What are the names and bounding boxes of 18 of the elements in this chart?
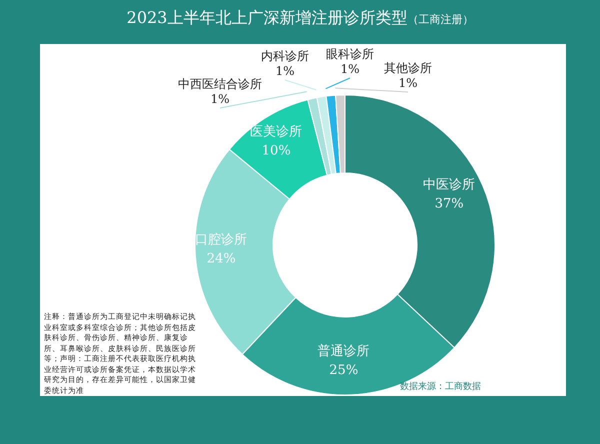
data-label: 1% — [275, 64, 295, 78]
slice-label: 口腔诊所 — [195, 232, 248, 248]
slice-label: 其他诊所 — [384, 61, 432, 75]
chart-subtitle: （工商注册） — [407, 13, 474, 26]
slice-label: 眼科诊所 — [326, 47, 374, 61]
data-label: 25% — [329, 362, 358, 378]
data-label: 10% — [262, 144, 291, 159]
slice-label: 中医诊所 — [423, 178, 476, 193]
data-label: 1% — [398, 76, 418, 90]
slice-label: 内科诊所 — [261, 49, 309, 63]
data-label: 1% — [210, 92, 230, 106]
slice-label: 中西医结合诊所 — [178, 77, 262, 91]
source-note: 数据来源：工商数据 — [400, 380, 481, 393]
slice-label: 普通诊所 — [318, 342, 370, 359]
chart-title: 2023上半年北上广深新增注册诊所类型 — [126, 8, 408, 27]
data-label: 1% — [340, 62, 360, 76]
data-label: 24% — [206, 251, 236, 266]
data-label: 37% — [434, 196, 464, 212]
